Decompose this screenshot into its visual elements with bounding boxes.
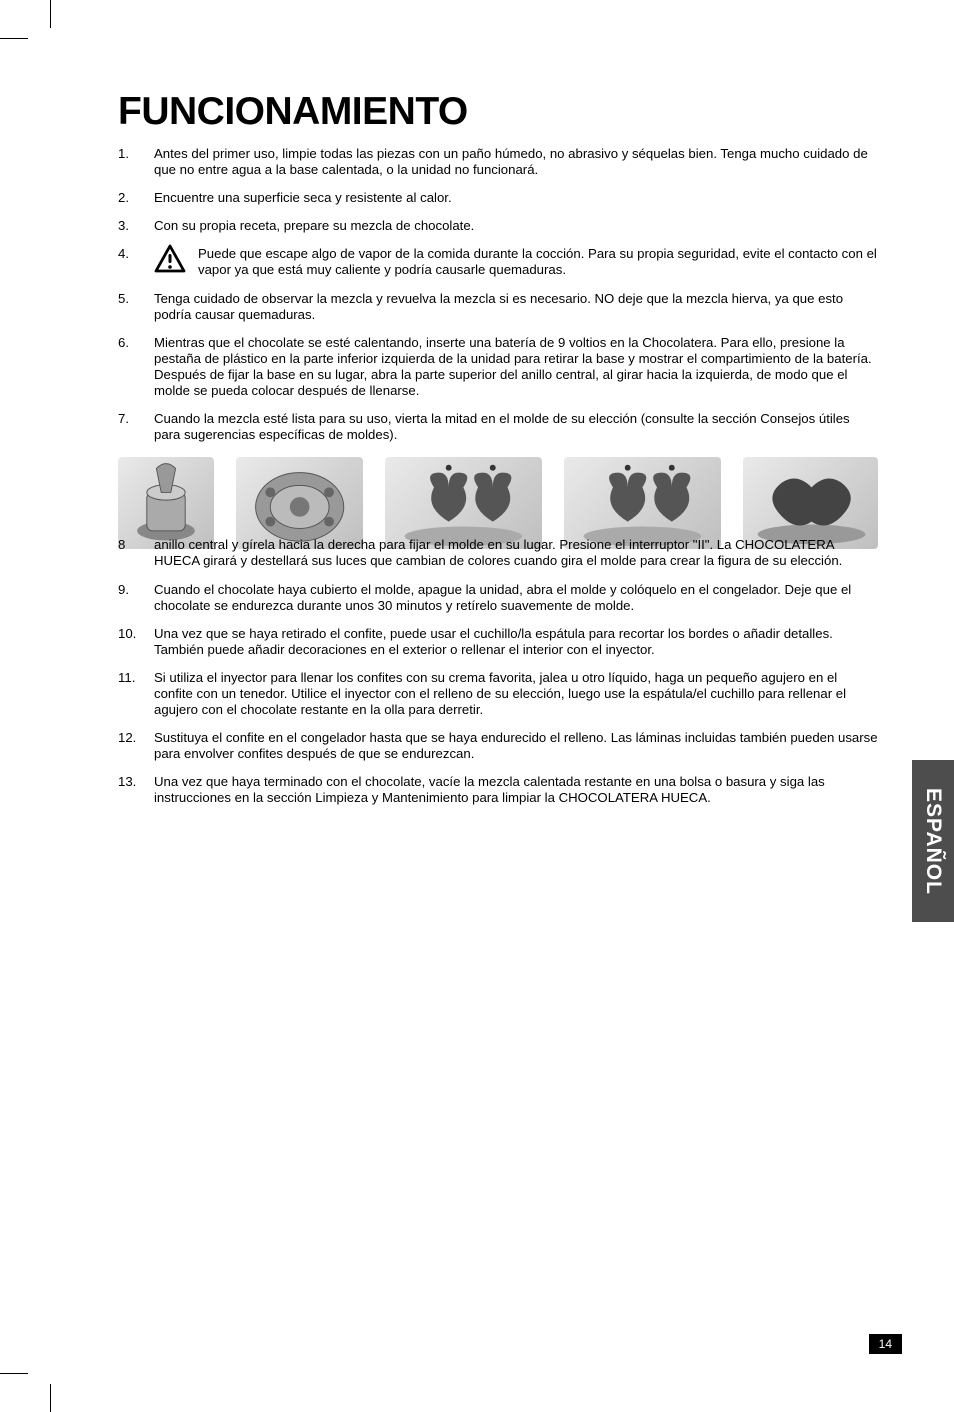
item-text: Encuentre una superficie seca y resisten… bbox=[154, 190, 878, 206]
item-number: 8 bbox=[118, 537, 154, 569]
item-text: anillo central y gírela hacia la derecha… bbox=[154, 537, 878, 569]
list-item: 13. Una vez que haya terminado con el ch… bbox=[118, 774, 878, 806]
crop-mark bbox=[50, 1384, 51, 1412]
item-number: 13. bbox=[118, 774, 154, 806]
step-image bbox=[118, 457, 214, 549]
list-item: 1. Antes del primer uso, limpie todas la… bbox=[118, 146, 878, 178]
language-tab: ESPAÑOL bbox=[912, 760, 954, 922]
item-number: 7. bbox=[118, 411, 154, 443]
list-item: 5. Tenga cuidado de observar la mezcla y… bbox=[118, 291, 878, 323]
item-text: Cuando la mezcla esté lista para su uso,… bbox=[154, 411, 878, 443]
page-number: 14 bbox=[869, 1334, 902, 1354]
item-text: Cuando el chocolate haya cubierto el mol… bbox=[154, 582, 878, 614]
item-number: 10. bbox=[118, 626, 154, 658]
step-image bbox=[743, 457, 878, 549]
list-item: 12. Sustituya el confite en el congelado… bbox=[118, 730, 878, 762]
item-number: 2. bbox=[118, 190, 154, 206]
language-tab-label: ESPAÑOL bbox=[921, 788, 945, 895]
item-number: 6. bbox=[118, 335, 154, 399]
crop-mark bbox=[50, 0, 51, 28]
instruction-list-continued: 8 anillo central y gírela hacia la derec… bbox=[118, 537, 878, 806]
item-number: 12. bbox=[118, 730, 154, 762]
item-text: Antes del primer uso, limpie todas las p… bbox=[154, 146, 878, 178]
item-text: Sustituya el confite en el congelador ha… bbox=[154, 730, 878, 762]
item-number: 4. bbox=[118, 246, 154, 278]
list-item: 7. Cuando la mezcla esté lista para su u… bbox=[118, 411, 878, 443]
list-item: 10. Una vez que se haya retirado el conf… bbox=[118, 626, 878, 658]
item-number: 9. bbox=[118, 582, 154, 614]
page-content: FUNCIONAMIENTO 1. Antes del primer uso, … bbox=[118, 90, 878, 819]
item-number: 11. bbox=[118, 670, 154, 718]
list-item: 9. Cuando el chocolate haya cubierto el … bbox=[118, 582, 878, 614]
crop-mark bbox=[0, 38, 28, 39]
item-text: Una vez que haya terminado con el chocol… bbox=[154, 774, 878, 806]
item-text: Tenga cuidado de observar la mezcla y re… bbox=[154, 291, 878, 323]
item-text: Puede que escape algo de vapor de la com… bbox=[154, 246, 878, 278]
warning-text: Puede que escape algo de vapor de la com… bbox=[198, 246, 878, 278]
step-image bbox=[564, 457, 721, 549]
step-image bbox=[236, 457, 363, 549]
instruction-list: 1. Antes del primer uso, limpie todas la… bbox=[118, 146, 878, 443]
step-image bbox=[385, 457, 542, 549]
item-number: 5. bbox=[118, 291, 154, 323]
crop-mark bbox=[0, 1373, 28, 1374]
item-text: Mientras que el chocolate se esté calent… bbox=[154, 335, 878, 399]
warning-icon bbox=[154, 244, 188, 278]
item-text: Una vez que se haya retirado el confite,… bbox=[154, 626, 878, 658]
item-number: 1. bbox=[118, 146, 154, 178]
list-item: 3. Con su propia receta, prepare su mezc… bbox=[118, 218, 878, 234]
list-item: 11. Si utiliza el inyector para llenar l… bbox=[118, 670, 878, 718]
list-item: 8 anillo central y gírela hacia la derec… bbox=[118, 537, 878, 569]
page-title: FUNCIONAMIENTO bbox=[118, 90, 878, 134]
list-item: 2. Encuentre una superficie seca y resis… bbox=[118, 190, 878, 206]
list-item: 4. Puede que escape algo de vapor de la … bbox=[118, 246, 878, 278]
item-text: Si utiliza el inyector para llenar los c… bbox=[154, 670, 878, 718]
item-text: Con su propia receta, prepare su mezcla … bbox=[154, 218, 878, 234]
list-item: 6. Mientras que el chocolate se esté cal… bbox=[118, 335, 878, 399]
item-number: 3. bbox=[118, 218, 154, 234]
step-images-row bbox=[118, 457, 878, 549]
